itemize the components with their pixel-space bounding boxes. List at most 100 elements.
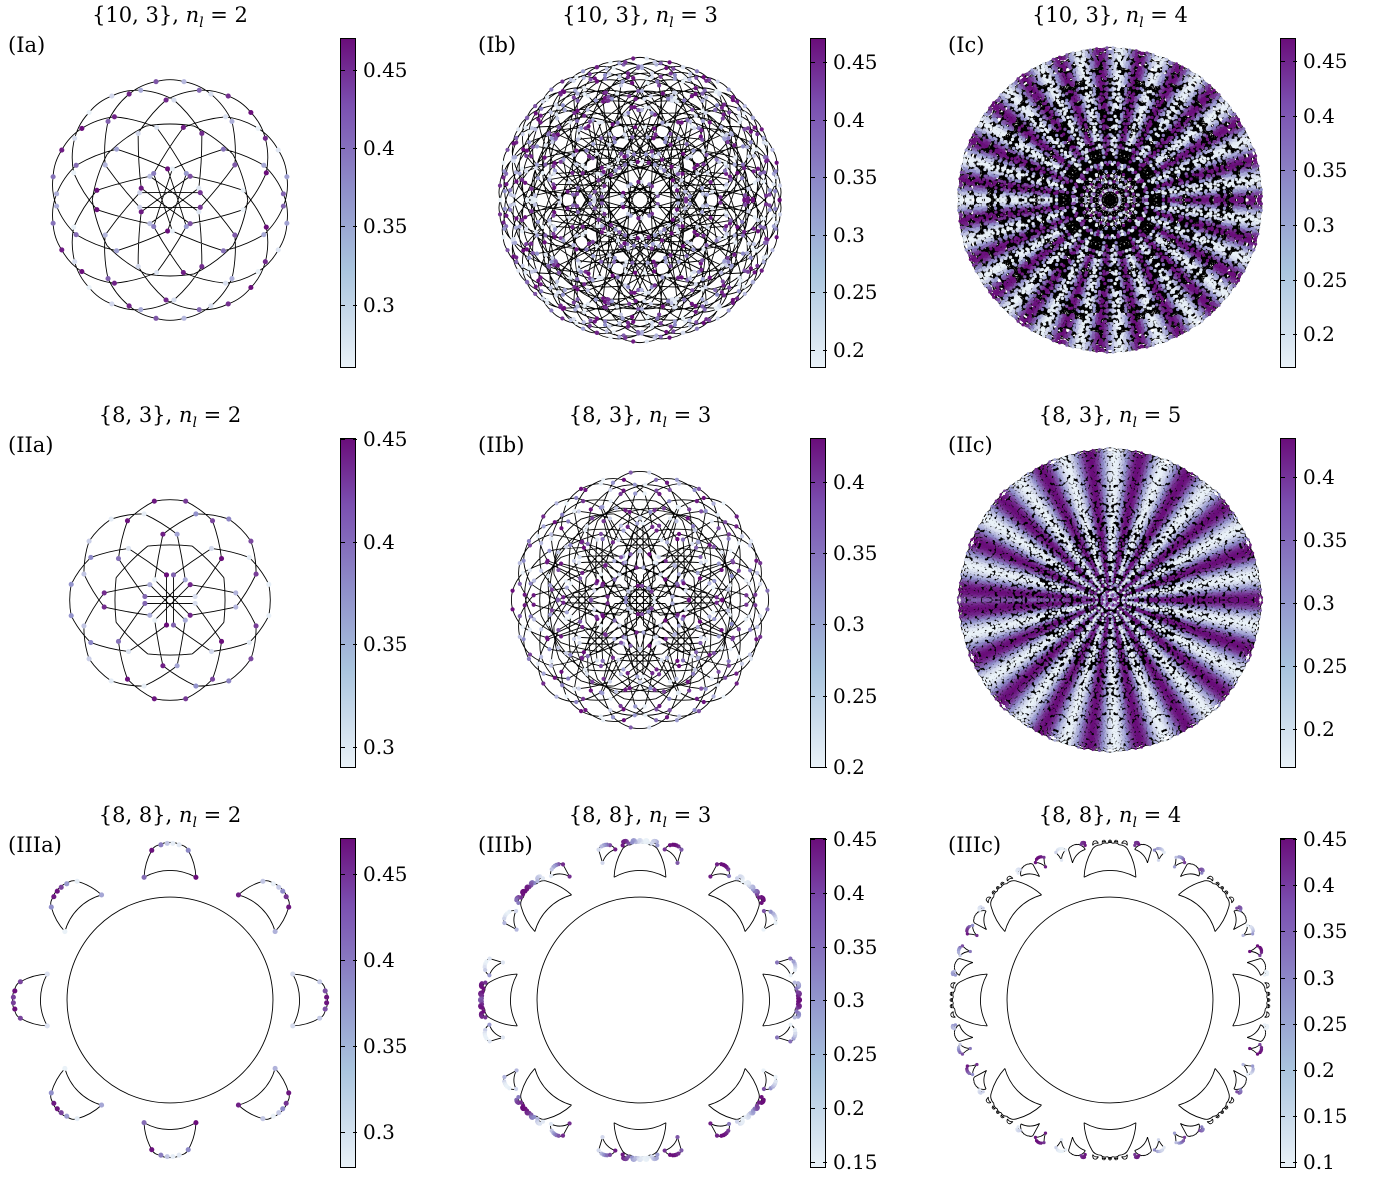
site-dot xyxy=(1137,258,1140,261)
site-dot xyxy=(700,210,704,214)
site-dot xyxy=(1058,304,1061,307)
site-dot xyxy=(611,122,615,126)
site-dot xyxy=(647,290,651,294)
site-dot xyxy=(1144,263,1147,266)
site-dot xyxy=(498,212,502,216)
site-dot xyxy=(720,132,724,136)
site-dot xyxy=(1128,348,1131,351)
site-dot xyxy=(153,79,158,84)
site-dot xyxy=(1031,222,1034,225)
site-dot xyxy=(1021,323,1024,326)
site-dot xyxy=(737,114,741,118)
site-dot xyxy=(640,89,644,93)
site-dot xyxy=(1140,318,1143,321)
site-dot xyxy=(521,264,525,268)
site-dot xyxy=(1005,223,1008,226)
site-dot xyxy=(719,125,723,129)
site-dot xyxy=(514,180,518,184)
site-dot xyxy=(988,233,991,236)
site-dot xyxy=(584,247,588,251)
site-dot xyxy=(105,276,110,281)
site-dot xyxy=(1017,320,1020,323)
site-dot xyxy=(1100,315,1103,318)
site-dot xyxy=(608,60,612,64)
site-dot xyxy=(606,231,610,235)
site-dot xyxy=(154,125,159,130)
site-dot xyxy=(1055,195,1058,198)
site-dot xyxy=(1143,214,1146,217)
site-dot xyxy=(1023,121,1026,124)
site-dot xyxy=(1067,233,1070,236)
site-dot xyxy=(976,131,979,134)
site-dot xyxy=(675,296,679,300)
site-dot xyxy=(1111,96,1114,99)
site-dot xyxy=(1055,202,1058,205)
site-dot xyxy=(1034,80,1037,83)
site-dot xyxy=(581,69,585,73)
site-dot xyxy=(630,135,634,139)
site-dot xyxy=(1063,314,1066,317)
site-dot xyxy=(571,203,575,207)
site-dot xyxy=(536,176,540,180)
site-dot xyxy=(1042,230,1045,233)
site-dot xyxy=(521,132,525,136)
site-dot xyxy=(1060,248,1063,251)
site-dot xyxy=(593,206,597,210)
site-dot xyxy=(1100,263,1103,266)
site-dot xyxy=(965,221,968,224)
site-dot xyxy=(723,259,727,263)
site-dot xyxy=(516,127,520,131)
site-dot xyxy=(557,271,561,275)
site-dot xyxy=(525,247,529,251)
site-dot xyxy=(609,223,613,227)
site-dot xyxy=(1065,290,1068,293)
site-dot xyxy=(669,253,673,257)
site-dot xyxy=(984,113,987,116)
site-dot xyxy=(606,301,610,305)
site-dot xyxy=(208,303,213,308)
site-dot xyxy=(1066,116,1069,119)
site-dot xyxy=(1025,100,1028,103)
site-dot xyxy=(606,297,610,301)
site-dot xyxy=(998,179,1001,182)
site-dot xyxy=(1057,284,1060,287)
site-dot xyxy=(773,207,777,211)
site-dot xyxy=(560,79,564,83)
site-dot xyxy=(1025,173,1028,176)
site-dot xyxy=(647,235,651,239)
site-dot xyxy=(983,266,986,269)
site-dot xyxy=(1017,114,1020,117)
site-dot xyxy=(1035,229,1038,232)
site-dot xyxy=(571,153,575,157)
site-dot xyxy=(223,281,228,286)
site-dot xyxy=(568,276,572,280)
site-dot xyxy=(761,180,765,184)
site-dot xyxy=(1011,219,1014,222)
site-dot xyxy=(669,324,673,328)
site-dot xyxy=(967,179,970,182)
site-dot xyxy=(607,324,611,328)
site-dot xyxy=(968,215,971,218)
site-dot xyxy=(1117,231,1120,234)
site-dot xyxy=(743,203,747,207)
site-dot xyxy=(171,97,176,102)
site-dot xyxy=(1085,204,1088,207)
site-dot xyxy=(624,126,628,130)
site-dot xyxy=(664,330,668,334)
site-dot xyxy=(704,243,708,247)
site-dot xyxy=(1012,147,1015,150)
site-dot xyxy=(1060,149,1063,152)
site-dot xyxy=(1128,149,1131,152)
site-dot xyxy=(574,75,578,79)
site-dot xyxy=(992,267,995,270)
site-dot xyxy=(999,293,1002,296)
site-dot xyxy=(969,139,972,142)
site-dot xyxy=(1011,138,1014,141)
site-dot xyxy=(1057,252,1060,255)
site-dot xyxy=(596,178,600,182)
site-dot xyxy=(514,255,518,259)
site-dot xyxy=(741,162,745,166)
site-dot xyxy=(1023,320,1026,323)
site-dot xyxy=(241,188,246,193)
site-dot xyxy=(699,268,703,272)
